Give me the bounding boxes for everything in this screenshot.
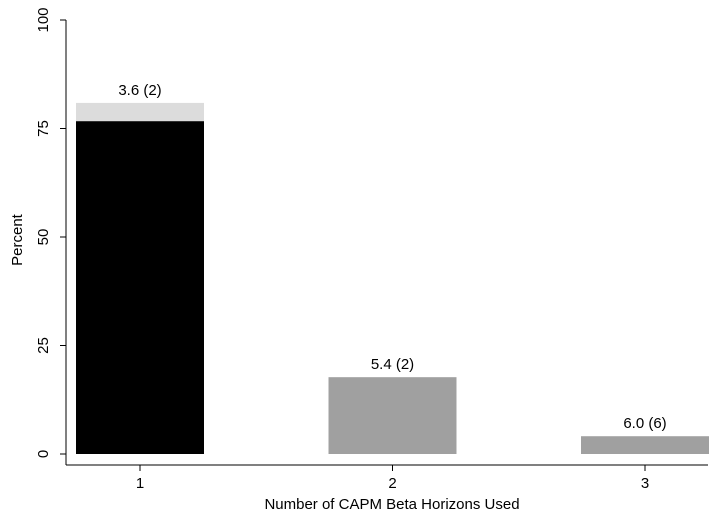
bar-annotation: 3.6 (2) (118, 82, 161, 99)
x-tick-label: 2 (388, 475, 396, 492)
x-tick-label: 3 (641, 475, 649, 492)
x-tick-label: 1 (136, 475, 144, 492)
y-axis-title: Percent (9, 213, 26, 266)
bar-annotation: 5.4 (2) (371, 356, 414, 373)
bar (328, 377, 457, 454)
x-axis-title: Number of CAPM Beta Horizons Used (264, 496, 519, 513)
y-tick-label: 25 (35, 337, 52, 354)
y-tick-label: 100 (35, 7, 52, 32)
y-tick-label: 0 (35, 450, 52, 458)
bar (76, 121, 204, 454)
y-tick-label: 75 (35, 120, 52, 137)
bar (581, 436, 709, 454)
bar-annotation: 6.0 (6) (623, 415, 666, 432)
bar (76, 102, 204, 122)
y-tick-label: 50 (35, 229, 52, 246)
